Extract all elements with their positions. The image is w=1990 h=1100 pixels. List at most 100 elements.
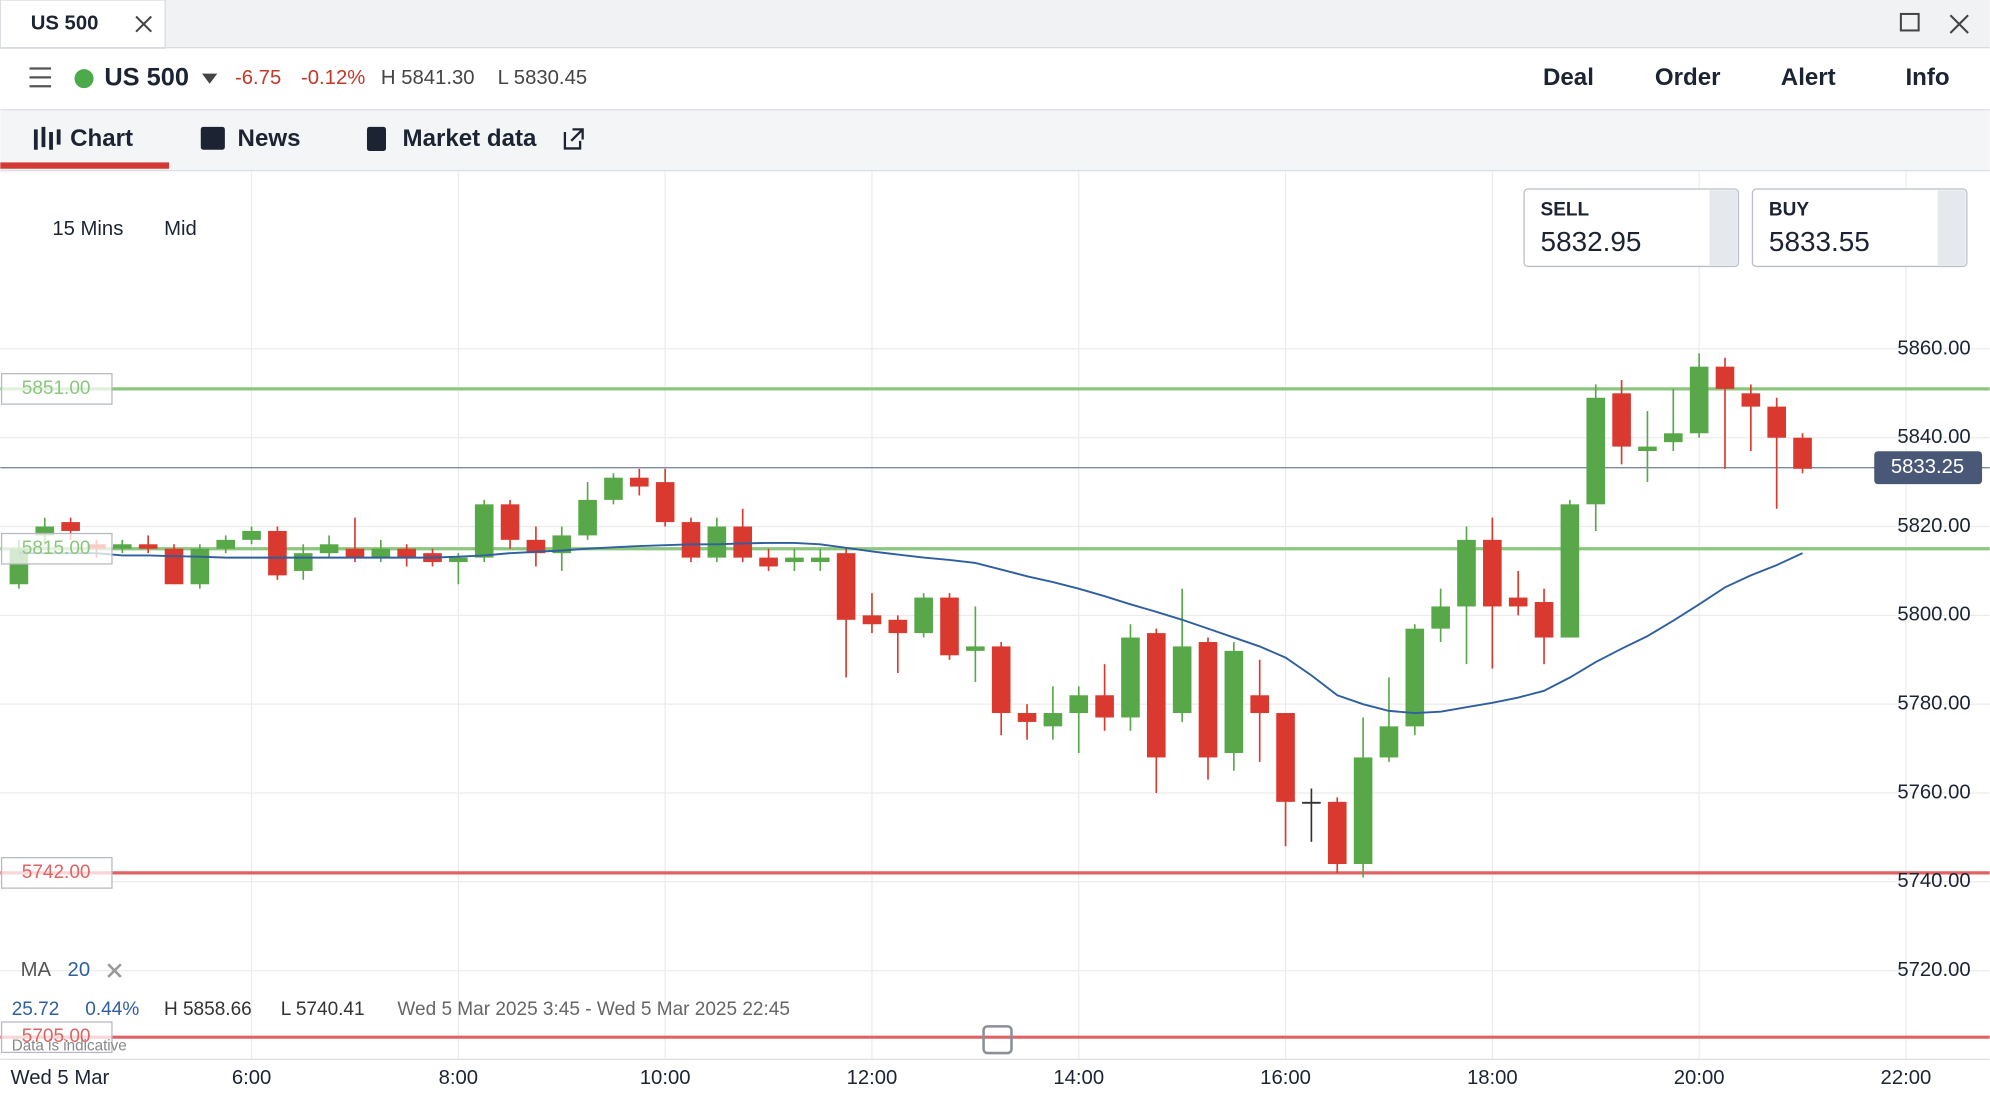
- y-tick-label: 5760.00: [1897, 781, 1970, 803]
- x-tick-label: 12:00: [847, 1067, 898, 1089]
- high: H 5841.30: [381, 67, 475, 89]
- candle-body: [474, 504, 494, 558]
- buy-price: 5833.55: [1769, 226, 1870, 257]
- data-note: Data is indicative: [12, 1038, 127, 1055]
- chart-icon: [33, 126, 61, 150]
- candle-body: [1146, 633, 1166, 758]
- tab-strip: [0, 0, 1990, 47]
- sell-box[interactable]: SELL 5832.95: [1523, 188, 1740, 268]
- candle-body: [1560, 504, 1580, 638]
- candle-body: [862, 615, 882, 625]
- candle-body: [190, 548, 210, 585]
- candle-body: [1689, 366, 1709, 434]
- plot: 5851.00 5815.00 5742.00 5705.00 5720.00 5740.…: [0, 171, 1990, 1100]
- candle-body: [759, 557, 778, 567]
- price-type[interactable]: Mid: [164, 218, 197, 240]
- candle-body: [61, 522, 80, 531]
- indicator-remove[interactable]: [107, 963, 122, 978]
- candle-body: [1741, 393, 1761, 407]
- candle-body: [1457, 539, 1476, 607]
- candle-body: [1663, 433, 1683, 443]
- nav-tab[interactable]: Chart: [70, 125, 133, 152]
- maximize[interactable]: [1899, 12, 1920, 32]
- candle-body: [1508, 597, 1528, 607]
- indicator-change-pct: 0.44%: [85, 999, 139, 1020]
- level-tag: [0, 373, 113, 405]
- candle-body: [449, 557, 468, 563]
- indicator-high: H 5858.66: [164, 999, 252, 1020]
- candle-body: [991, 646, 1011, 714]
- level-label: 5705.00: [22, 1026, 91, 1047]
- candle-body: [914, 597, 933, 634]
- instrument[interactable]: US 500: [104, 63, 189, 91]
- buy-label: BUY: [1769, 200, 1809, 221]
- candle-body: [552, 535, 572, 554]
- active-underline: [0, 162, 170, 169]
- action[interactable]: Info: [1905, 64, 1949, 91]
- candle-body: [319, 544, 339, 554]
- candle-body: [35, 526, 55, 536]
- candle-body: [836, 553, 856, 620]
- x-tick-label: 10:00: [640, 1067, 691, 1089]
- interval[interactable]: 15 Mins: [52, 218, 123, 240]
- candle-body: [526, 539, 546, 554]
- news-icon: [200, 126, 225, 150]
- buy-frame[interactable]: [1751, 188, 1968, 268]
- buy-box[interactable]: BUY 5833.55: [1751, 188, 1968, 268]
- tab[interactable]: [0, 0, 166, 49]
- candle-body: [1043, 713, 1063, 727]
- candle-body: [1638, 446, 1657, 452]
- indicator-name: MA: [21, 959, 52, 981]
- candle-body: [242, 530, 261, 540]
- y-tick-label: 5720.00: [1897, 959, 1970, 981]
- candle-body: [604, 477, 623, 500]
- y-tick-label: 5860.00: [1897, 337, 1970, 359]
- level-label: 5742.00: [22, 862, 91, 883]
- close-window[interactable]: [1949, 14, 1969, 34]
- ma-line: [18, 541, 1803, 714]
- candle-body: [1793, 437, 1812, 469]
- nav-tab[interactable]: News: [238, 125, 301, 152]
- dropdown[interactable]: [202, 73, 218, 84]
- candle-body: [630, 477, 649, 487]
- candle-body: [500, 504, 520, 540]
- action[interactable]: Alert: [1781, 64, 1836, 91]
- level-label: 5815.00: [22, 538, 91, 559]
- indicator-range: Wed 5 Mar 2025 3:45 - Wed 5 Mar 2025 22:…: [397, 999, 790, 1020]
- tab-close[interactable]: [135, 15, 153, 33]
- x-tick-label: 16:00: [1260, 1067, 1311, 1089]
- candle-body: [1172, 646, 1192, 714]
- candle-body: [1431, 606, 1450, 629]
- candle-body: [1276, 713, 1295, 802]
- change: -6.75: [235, 67, 281, 89]
- menu-icon[interactable]: [29, 67, 52, 88]
- tab-title: US 500: [31, 12, 99, 34]
- level-label: 5851.00: [22, 378, 91, 399]
- candle-body: [1121, 637, 1140, 718]
- candle-body: [1612, 393, 1631, 447]
- level-tag: [0, 532, 113, 565]
- indicator-period: 20: [68, 959, 91, 981]
- sell-frame[interactable]: [1523, 188, 1740, 268]
- action[interactable]: Deal: [1543, 64, 1594, 91]
- nav-tab[interactable]: Market data: [402, 125, 537, 152]
- market-icon: [366, 126, 387, 151]
- candle-body: [578, 499, 597, 536]
- action[interactable]: Order: [1655, 64, 1721, 91]
- x-tick-label: 14:00: [1053, 1067, 1104, 1089]
- sell-side: [1709, 190, 1738, 266]
- candle-body: [1483, 539, 1502, 607]
- candle-body: [1586, 397, 1606, 505]
- candle-body: [940, 597, 959, 656]
- y-tick-label: 5820.00: [1897, 515, 1970, 537]
- candle-body: [888, 619, 908, 634]
- candle-body: [1198, 641, 1218, 758]
- x-tick-label: 8:00: [439, 1067, 478, 1089]
- candle-body: [810, 557, 830, 563]
- sell-price: 5832.95: [1541, 226, 1642, 257]
- y-tick-label: 5840.00: [1897, 426, 1970, 448]
- calendar-icon[interactable]: [982, 1025, 1013, 1055]
- candle-body: [1302, 801, 1321, 804]
- sell-label: SELL: [1541, 200, 1590, 221]
- candle-body: [216, 539, 236, 549]
